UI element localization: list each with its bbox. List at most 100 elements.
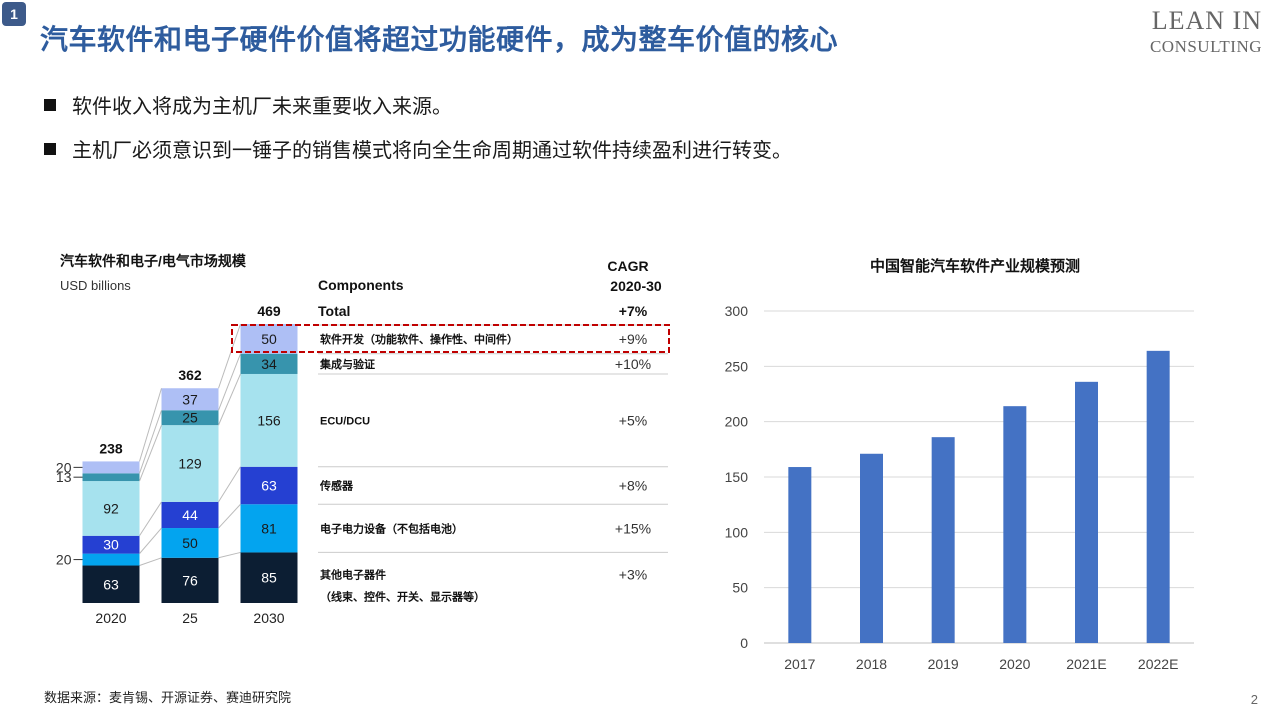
component-row-cagr: +8% <box>619 478 647 494</box>
segment-value-label: 76 <box>182 572 198 588</box>
logo-line-1: LEAN IN <box>1151 6 1262 35</box>
y-tick-label: 100 <box>725 524 749 540</box>
component-row-cagr: +10% <box>615 356 651 372</box>
component-row-label: 软件开发（功能软件、操作性、中间件） <box>320 332 518 346</box>
segment-value-label: 50 <box>182 535 198 551</box>
bar <box>1075 381 1098 643</box>
bar-segment <box>161 388 219 411</box>
component-row-label: 传感器 <box>319 479 354 493</box>
chart1-title: 汽车软件和电子/电气市场规模 <box>60 253 247 269</box>
component-row-label: 集成与验证 <box>319 357 375 371</box>
segment-value-label: 92 <box>103 500 119 516</box>
y-tick-label: 200 <box>725 414 749 430</box>
bar-segment <box>82 535 140 554</box>
bar-segment <box>161 425 219 502</box>
segment-value-label: 13 <box>56 469 72 485</box>
x-tick-label: 25 <box>182 610 198 626</box>
segment-value-label: 85 <box>261 570 277 586</box>
bar-segment <box>161 501 219 529</box>
segment-value-label: 34 <box>261 356 277 372</box>
bar <box>860 453 883 643</box>
bar-segment <box>161 410 219 426</box>
x-tick-label: 2020 <box>95 610 126 626</box>
y-tick-label: 250 <box>725 358 749 374</box>
bar-segment <box>161 557 219 603</box>
slide-number-badge: 1 <box>2 2 26 26</box>
x-tick-label: 2030 <box>253 610 284 626</box>
highlight-box <box>231 324 670 353</box>
component-row-cagr: +15% <box>615 520 651 536</box>
x-tick-label: 2019 <box>928 656 959 672</box>
bullet-2-text: 主机厂必须意识到一锤子的销售模式将向全生命周期通过软件持续盈利进行转变。 <box>72 138 792 162</box>
bar-segment <box>240 373 298 467</box>
bullet-1-text: 软件收入将成为主机厂未来重要收入来源。 <box>72 94 452 118</box>
chart1-subtitle: USD billions <box>60 278 131 293</box>
x-tick-label: 2022E <box>1138 656 1178 672</box>
bar-segment <box>161 528 219 558</box>
component-row-sublabel: （线束、控件、开关、显示器等） <box>320 589 485 603</box>
connector-line <box>139 501 162 537</box>
component-row-cagr: +3% <box>619 566 647 582</box>
component-row-cagr: +9% <box>619 331 647 347</box>
x-tick-label: 2020 <box>999 656 1030 672</box>
bullet-1: 软件收入将成为主机厂未来重要收入来源。 <box>44 90 452 119</box>
bar-segment <box>240 353 298 374</box>
bar-total-label: 362 <box>178 367 202 383</box>
segment-value-label: 156 <box>257 412 281 428</box>
bar-segment <box>82 553 140 566</box>
slide-title: 汽车软件和电子硬件价值将超过功能硬件，成为整车价值的核心 <box>40 23 839 56</box>
data-source-note: 数据来源：麦肯锡、开源证券、赛迪研究院 <box>44 691 292 706</box>
china-software-chart: 中国智能汽车软件产业规模预测 0 50 100 150 200 250 300 2017 20… <box>725 257 1194 672</box>
components-header: Components <box>318 277 404 293</box>
total-row-label: Total <box>318 303 350 319</box>
segment-value-label: 63 <box>261 478 277 494</box>
bar-segment <box>82 481 140 536</box>
y-tick-label: 300 <box>725 303 749 319</box>
bar-segment <box>240 552 298 603</box>
segment-value-label: 63 <box>103 576 119 592</box>
connector-line <box>218 353 241 411</box>
connector-line <box>218 551 241 559</box>
component-row-label: 其他电子器件 <box>320 567 386 581</box>
connector-line <box>218 503 241 529</box>
connector-line <box>139 424 162 482</box>
bar <box>1003 406 1027 643</box>
bar-segment <box>82 473 140 482</box>
connector-line <box>218 323 241 389</box>
bar-total-label: 238 <box>99 440 123 456</box>
segment-value-label: 30 <box>103 537 119 553</box>
bullet-square-icon <box>44 142 56 155</box>
connector-line <box>139 410 162 474</box>
segment-value-label: 44 <box>182 507 198 523</box>
y-tick-label: 150 <box>725 469 749 485</box>
component-row-cagr: +5% <box>619 412 647 428</box>
segment-value-label: 50 <box>261 331 277 347</box>
bar-segment <box>240 504 298 553</box>
cagr-header-line1: CAGR <box>607 258 648 274</box>
segment-value-label: 25 <box>182 410 198 426</box>
segment-value-label: 129 <box>178 456 202 472</box>
y-tick-label: 0 <box>740 635 748 651</box>
connector-line <box>139 557 162 566</box>
x-tick-label: 2021E <box>1066 656 1106 672</box>
y-tick-label: 50 <box>732 580 748 596</box>
page-number: 2 <box>1250 692 1258 707</box>
x-tick-label: 2017 <box>784 656 815 672</box>
x-tick-label: 2018 <box>856 656 887 672</box>
logo-line-2: CONSULTING <box>1149 37 1262 56</box>
bullet-square-icon <box>44 98 56 111</box>
segment-value-label: 81 <box>261 520 277 536</box>
component-row-label: 电子电力设备（不包括电池） <box>320 521 463 535</box>
connector-line <box>218 466 241 503</box>
total-row-cagr: +7% <box>619 303 648 319</box>
bar-segment <box>82 565 140 603</box>
stacked-market-chart: 汽车软件和电子/电气市场规模 USD billions Components C… <box>56 253 670 626</box>
connector-line <box>139 527 162 554</box>
bar-segment <box>82 461 140 474</box>
bar <box>788 467 812 643</box>
segment-value-label: 37 <box>182 391 198 407</box>
segment-value-label: 20 <box>56 459 72 475</box>
bar <box>1146 350 1170 643</box>
bar <box>931 437 955 643</box>
chart2-title: 中国智能汽车软件产业规模预测 <box>870 257 1080 275</box>
